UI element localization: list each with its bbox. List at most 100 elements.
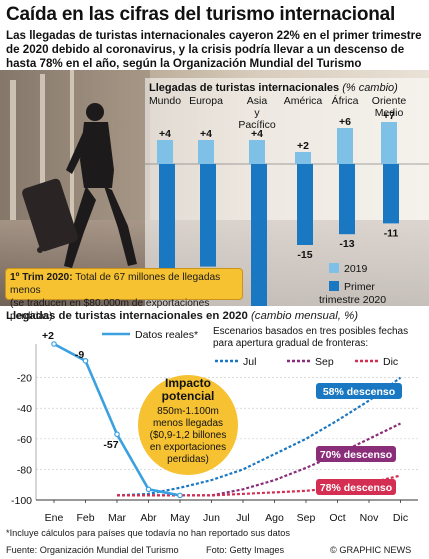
scenario-line-jul <box>116 376 402 497</box>
bar-2020 <box>159 164 175 283</box>
note-line1: Total de 67 millones de llegadas menos <box>10 272 221 296</box>
scenario-result-box-jul <box>316 383 402 399</box>
line-chart-title: Llegadas de turistas internacionales en … <box>6 310 358 322</box>
line-chart-x-tick-label: Jul <box>236 512 249 524</box>
line-chart-x-tick-label: Oct <box>329 512 345 524</box>
impact-body-line5: perdidas) <box>167 454 209 465</box>
line-chart-x-ticks: Ene Feb Mar Abr May Jun Jul Ago Sep Oct Nov Dic <box>45 500 408 524</box>
line-chart-y-tick-label: -60 <box>17 434 32 446</box>
scenario-result-box-dic <box>316 479 396 495</box>
subtitle-line: Las llegadas de turistas internacionales… <box>6 29 422 42</box>
line-chart-y-tick-label: -40 <box>17 403 32 415</box>
bar-2019 <box>249 140 265 164</box>
bar-category-label: América <box>284 95 323 107</box>
actual-data-label: -57 <box>103 439 118 451</box>
legend-label-2019: 2019 <box>344 263 368 275</box>
bar-2019-value-label: +7 <box>383 110 395 122</box>
line-chart-x-tick-label: Nov <box>360 512 379 524</box>
scenario-result-label-jul: 58% descenso <box>323 386 395 398</box>
bar-2020-value-label: -15 <box>297 249 312 261</box>
bar-2020-value-label: -13 <box>339 238 354 250</box>
bar-chart-title: Llegadas de turistas internacionales (% … <box>149 82 398 94</box>
actual-data-point <box>114 431 120 438</box>
line-chart-x-tick-label: Ago <box>265 512 284 524</box>
impact-circle <box>138 375 238 475</box>
actual-data-label: +2 <box>42 330 54 342</box>
legend-label-2020-line2: trimestre 2020 <box>319 294 386 306</box>
subtitle-line: hasta 78% en el año, según la Organizaci… <box>6 57 362 70</box>
bar-2019-value-label: +4 <box>251 128 263 140</box>
scenario-result-label-sep: 70% descenso <box>320 449 392 461</box>
legend-swatch-2019 <box>329 263 339 273</box>
bar-category-label: Medio <box>375 107 404 119</box>
scenarios-header-line2: para apertura gradual de fronteras: <box>213 338 368 349</box>
scenario-result-label-dic: 78% descenso <box>320 482 392 494</box>
line-chart-grid <box>35 344 418 501</box>
legend-label-2020-line1: Primer <box>344 281 375 293</box>
impact-title-line1: Impacto <box>165 376 211 390</box>
page-subtitle: Las llegadas de turistas internacionales… <box>6 29 422 71</box>
line-chart-x-tick-label: Jun <box>203 512 220 524</box>
legend-swatch-2020 <box>329 281 339 291</box>
line-chart-actual-points: +2 -9 -57 <box>42 330 183 499</box>
actual-data-point <box>82 358 89 364</box>
actual-data-point <box>145 486 152 493</box>
line-chart-x-tick-label: Dic <box>393 512 408 524</box>
bar-2019-value-label: +4 <box>200 128 212 140</box>
line-chart-title-text: Llegadas de turistas internacionales en … <box>6 310 248 322</box>
bar-category-label: Pacífico <box>238 119 276 131</box>
scenario-legend-label-dic: Dic <box>383 356 398 368</box>
impact-title-line2: potencial <box>162 389 215 403</box>
bar-chart-title-text: Llegadas de turistas internacionales <box>149 82 339 94</box>
line-chart-x-tick-label: Mar <box>108 512 127 524</box>
monthly-change-line-chart: -20 -40 -60 -80 -100 Ene Feb Mar Abr May Jun Jul Ag… <box>11 326 418 524</box>
bar-2020 <box>200 164 216 267</box>
scenarios-header-line1: Escenarios basados en tres posibles fech… <box>213 326 408 337</box>
bar-category-label: Asia <box>247 95 268 107</box>
bar-category-label: y <box>254 107 260 119</box>
line-chart-x-tick-label: Ene <box>45 512 64 524</box>
scenarios-legend: Jul Sep Dic <box>215 356 398 368</box>
line-chart-x-tick-label: Abr <box>140 512 157 524</box>
line-chart-x-tick-label: May <box>170 512 191 524</box>
line-chart-x-tick-label: Feb <box>76 512 94 524</box>
page-title: Caída en las cifras del turismo internac… <box>6 4 396 25</box>
line-chart-y-tick-label: -20 <box>17 373 32 385</box>
line-chart-y-tick-label: -80 <box>17 464 32 476</box>
line-chart-y-tick-label: -100 <box>11 495 32 507</box>
bar-2020-value-label: -11 <box>384 227 399 239</box>
bar-2020 <box>297 164 313 245</box>
footnote: *Incluye cálculos para países que todaví… <box>6 528 290 538</box>
source-credit: Fuente: Organización Mundial del Turismo <box>6 545 179 555</box>
impact-body-line3: ($0,9-1,2 billones <box>150 430 227 441</box>
line-chart-y-ticks: -20 -40 -60 -80 -100 <box>11 373 32 507</box>
bar-2019 <box>337 128 353 164</box>
brand-credit: © GRAPHIC NEWS <box>330 545 412 555</box>
bar-category-label: Mundo <box>149 95 181 107</box>
subtitle-line: de 2020 debido al coronavirus, y la cris… <box>6 43 405 56</box>
bar-category-label: Oriente <box>372 95 407 107</box>
bar-2020 <box>251 164 267 306</box>
actual-data-point <box>51 341 57 347</box>
bar-2019 <box>295 152 311 164</box>
line-chart-title-unit: (cambio mensual, %) <box>251 310 358 322</box>
bar-2020 <box>339 164 355 235</box>
photo-credit: Foto: Getty Images <box>206 545 285 555</box>
actual-data-point <box>177 492 183 499</box>
impact-callout: Impacto potencial 850m-1.100m menos lleg… <box>138 375 238 475</box>
scenario-result-labels: 58% descenso 70% descenso 78% descenso <box>316 383 402 495</box>
impact-body-line2: menos llegadas <box>153 418 223 429</box>
regional-change-bar-chart: Llegadas de turistas internacionales (% … <box>145 78 429 306</box>
bar-chart-title-unit: (% cambio) <box>342 82 398 94</box>
impact-body-line1: 850m-1.100m <box>157 406 219 417</box>
bar-2019 <box>157 140 173 164</box>
scenario-legend-label-sep: Sep <box>315 356 334 368</box>
bar-2019-value-label: +4 <box>159 128 171 140</box>
bar-2019-value-label: +6 <box>339 116 351 128</box>
scenario-legend-label-jul: Jul <box>243 356 256 368</box>
bar-2019-value-label: +2 <box>297 140 309 152</box>
bar-marks: +4+4+4+2+6+7-22-19-35-15-13-11 <box>157 110 399 306</box>
line-chart-x-tick-label: Sep <box>297 512 316 524</box>
bar-category-label: Europa <box>189 95 223 107</box>
